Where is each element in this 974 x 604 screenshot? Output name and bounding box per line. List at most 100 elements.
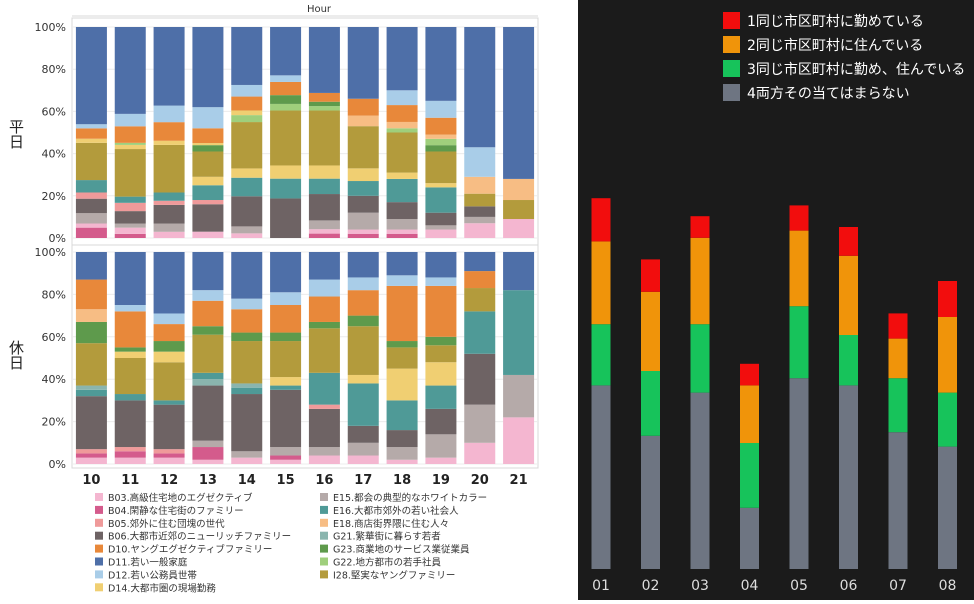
bar-segment — [231, 122, 263, 169]
bar-segment — [153, 362, 185, 401]
bar-segment — [231, 332, 263, 342]
x-tick-label: 21 — [510, 473, 528, 488]
legend-label: B06.大都市近郊のニューリッチファミリー — [108, 531, 291, 543]
x-tick-label: 13 — [199, 473, 217, 488]
legend-label: 4両方その当てはまらない — [747, 86, 910, 102]
bar-segment — [270, 305, 302, 333]
bar-segment — [75, 389, 107, 397]
legend-label: D11.若い一般家庭 — [108, 557, 188, 569]
bar-segment — [386, 447, 418, 460]
bar-segment — [591, 324, 611, 386]
bar-segment — [740, 507, 759, 569]
bar-segment — [347, 374, 379, 384]
y-tick-label: 80% — [42, 288, 66, 301]
legend-label: G21.繁華街に暮らす若者 — [333, 531, 441, 543]
bar-segment — [386, 252, 418, 276]
bar-segment — [114, 149, 146, 197]
bar-segment — [591, 241, 611, 325]
bar-segment — [464, 27, 496, 148]
bar-segment — [464, 288, 496, 312]
bar-segment — [270, 81, 302, 96]
bar-segment — [789, 378, 809, 569]
legend-label: D12.若い公務員世帯 — [108, 569, 197, 581]
bar-segment — [153, 449, 185, 454]
bar-segment — [425, 134, 457, 139]
bar-segment — [839, 385, 858, 569]
bar-segment — [231, 233, 263, 238]
bar-segment — [386, 121, 418, 129]
bar-segment — [192, 151, 224, 177]
bar-segment — [503, 178, 535, 201]
bar-segment — [75, 142, 107, 181]
bar-segment — [386, 400, 418, 431]
bar-segment — [789, 230, 809, 307]
bar-segment — [114, 457, 146, 464]
bar-segment — [347, 233, 379, 238]
x-tick-label: 18 — [393, 473, 411, 488]
bar-segment — [270, 332, 302, 342]
bar-segment — [464, 206, 496, 217]
x-tick-label: 10 — [82, 473, 100, 488]
bar-segment — [231, 226, 263, 234]
bar-segment — [192, 145, 224, 152]
bar-segment — [192, 326, 224, 335]
bar-segment — [114, 202, 146, 212]
bar-segment — [231, 110, 263, 116]
y-tick-label: 20% — [42, 190, 66, 203]
x-tick-label: 15 — [277, 473, 295, 488]
legend-swatch — [723, 12, 740, 29]
bar-segment — [690, 237, 710, 325]
bar-segment — [308, 408, 340, 448]
x-tick-label: 03 — [691, 578, 709, 594]
bar-segment — [153, 200, 185, 205]
bar-segment — [192, 231, 224, 238]
bar-segment — [347, 442, 379, 456]
chart-header: Hour — [307, 4, 332, 15]
bar-segment — [425, 27, 457, 101]
bar-segment — [347, 115, 379, 127]
bar-segment — [153, 313, 185, 325]
y-tick-label: 100% — [35, 21, 66, 34]
bar-segment — [641, 435, 660, 569]
bar-segment — [308, 220, 340, 230]
bar-segment — [153, 453, 185, 458]
bar-segment — [114, 223, 146, 228]
bar-segment — [464, 442, 496, 464]
bar-segment — [503, 417, 535, 464]
bar-segment — [938, 392, 957, 447]
legend-swatch — [320, 557, 328, 566]
bar-segment — [347, 168, 379, 182]
bar-segment — [270, 455, 302, 460]
legend-label: E16.大都市郊外の若い社会人 — [333, 505, 459, 517]
bar-segment — [153, 457, 185, 464]
bar-segment — [75, 227, 107, 238]
bar-segment — [308, 165, 340, 179]
bar-segment — [503, 252, 535, 291]
bar-segment — [591, 385, 611, 569]
bar-segment — [270, 198, 302, 238]
bar-segment — [153, 252, 185, 314]
x-tick-label: 11 — [121, 473, 139, 488]
bar-segment — [75, 213, 107, 224]
x-tick-label: 20 — [471, 473, 489, 488]
bar-segment — [386, 132, 418, 173]
bar-segment — [789, 306, 809, 379]
bar-segment — [192, 200, 224, 205]
legend-swatch — [320, 493, 328, 501]
bar-segment — [591, 198, 611, 242]
legend-swatch — [320, 531, 328, 540]
bar-segment — [347, 455, 379, 464]
bar-segment — [464, 176, 496, 194]
y-tick-label: 60% — [42, 105, 66, 118]
y-tick-label: 100% — [35, 246, 66, 259]
bar-segment — [114, 451, 146, 458]
bar-segment — [347, 383, 379, 426]
bar-segment — [641, 259, 660, 292]
legend-label: B05.郊外に住む団塊の世代 — [108, 518, 225, 530]
bar-segment — [308, 101, 340, 107]
bar-segment — [114, 400, 146, 448]
bar-segment — [114, 252, 146, 305]
bar-segment — [503, 200, 535, 220]
bar-segment — [464, 216, 496, 224]
